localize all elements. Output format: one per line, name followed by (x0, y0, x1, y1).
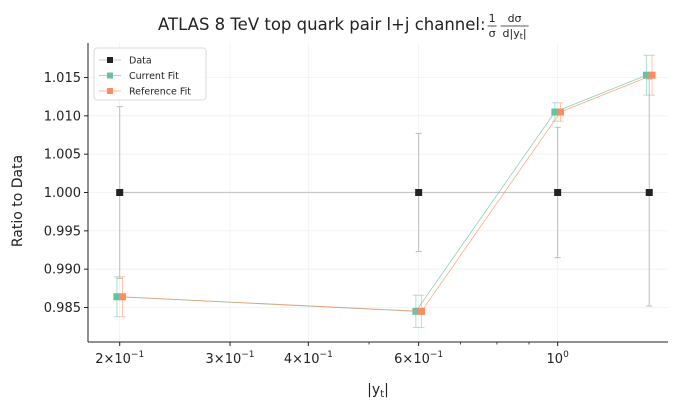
x-axis-title-sub: t (380, 389, 384, 400)
legend-marker (107, 72, 113, 79)
series-data (116, 78, 653, 307)
x-axis-title: |yt| (367, 382, 389, 400)
legend-box (93, 47, 207, 101)
data-point (648, 71, 656, 79)
data-point (116, 189, 124, 196)
y-axis-title: Ratio to Data (10, 155, 26, 247)
data-point (113, 293, 121, 301)
data-point (417, 307, 425, 315)
legend-item-reference-fit: Reference Fit (99, 87, 191, 98)
y-tick-label: 1.010 (44, 109, 81, 124)
y-tick-label: 0.985 (44, 301, 81, 316)
x-tick-label: 4×10−1 (284, 350, 333, 367)
title-fraction-denominator: d|yt| (503, 27, 527, 41)
y-tick-label: 1.000 (44, 186, 81, 201)
x-tick-label: 2×10−1 (95, 350, 144, 367)
y-tick-label: 0.995 (44, 224, 81, 239)
data-point (645, 189, 653, 196)
chart-title: ATLAS 8 TeV top quark pair l+j channel: (158, 15, 486, 34)
data-point (415, 189, 423, 196)
title-fraction-denominator: σ (489, 27, 496, 40)
series-layer (113, 54, 656, 328)
x-tick-label: 6×10−1 (394, 350, 443, 367)
legend-label: Data (129, 56, 152, 67)
data-point (642, 71, 650, 79)
data-point (119, 293, 127, 301)
legend: Data Current Fit Reference Fit (93, 47, 207, 101)
y-tick-label: 1.005 (44, 148, 81, 163)
title-fraction-numerator: 1 (489, 12, 496, 25)
legend-marker (107, 57, 113, 63)
title-fraction-numerator: dσ (508, 12, 522, 25)
series-line (122, 74, 653, 312)
y-tick-label: 1.015 (44, 71, 81, 86)
x-tick-label: 3×10−1 (206, 350, 255, 367)
chart-title-text: ATLAS 8 TeV top quark pair l+j channel: (158, 15, 486, 34)
legend-label: Current Fit (129, 71, 179, 82)
x-axis-title-main: |y (367, 382, 380, 398)
data-point (551, 108, 559, 116)
y-tick-label: 0.990 (44, 263, 81, 278)
data-point (556, 108, 564, 116)
x-tick-label: 100 (547, 350, 570, 367)
legend-label: Reference Fit (129, 87, 191, 98)
ticks: 0.985 0.990 0.995 1.000 1.005 1.010 1.015 2×10−… (44, 71, 569, 367)
x-axis-title-suffix: | (384, 382, 389, 398)
series-reference-fit (119, 54, 656, 328)
legend-item-current-fit: Current Fit (99, 71, 179, 82)
data-point (554, 189, 562, 196)
legend-item-data: Data (99, 56, 152, 67)
legend-marker (107, 88, 113, 94)
chart-title-math: 1 σdσ d|yt| (487, 12, 529, 41)
